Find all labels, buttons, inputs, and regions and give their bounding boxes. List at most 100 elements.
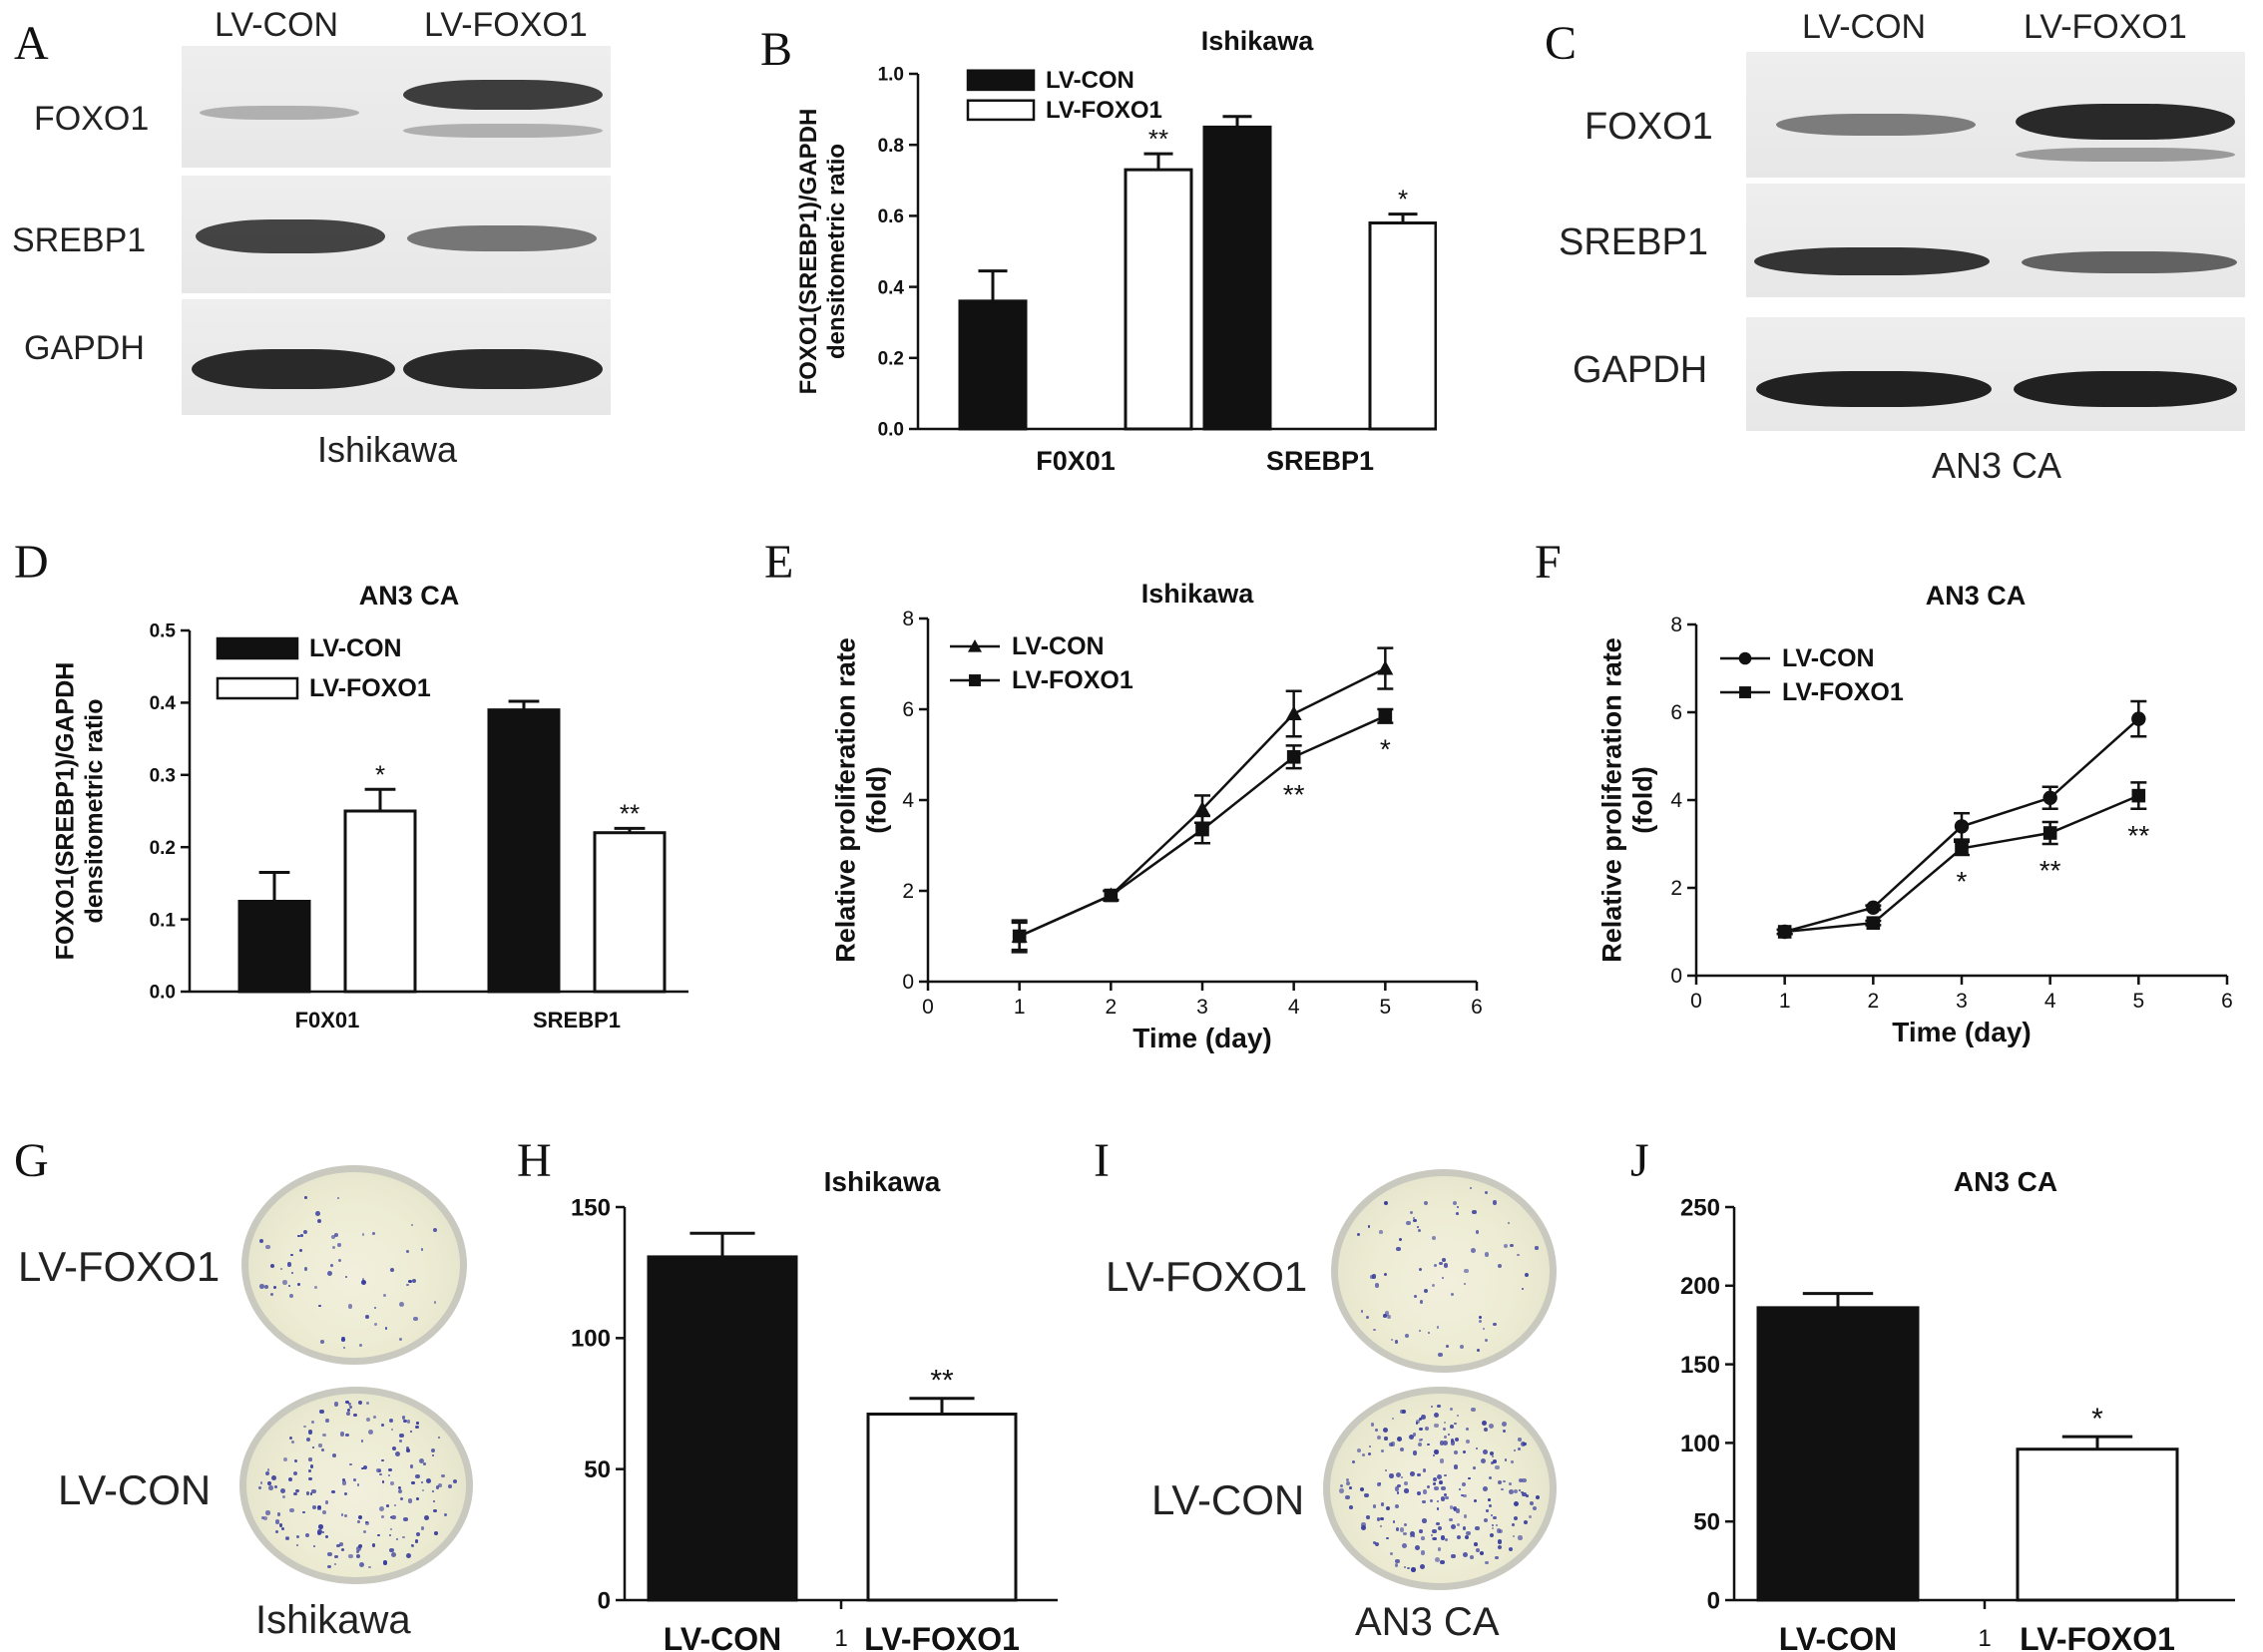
colony-dot — [1410, 1470, 1415, 1476]
bar-lv-con — [237, 900, 311, 994]
colony-dot — [304, 1196, 307, 1199]
y-tick-label: 100 — [571, 1326, 611, 1353]
colony-dot — [1437, 1526, 1442, 1531]
colony-dot — [389, 1268, 394, 1273]
colony-dot — [414, 1539, 419, 1543]
colony-dot — [294, 1458, 298, 1462]
colony-dot — [1446, 1345, 1449, 1348]
colony-dot — [1498, 1480, 1503, 1484]
colony-dot — [1469, 1554, 1474, 1559]
colony-dot — [1441, 1276, 1445, 1279]
colony-dot — [388, 1467, 393, 1472]
colony-dot — [326, 1271, 332, 1277]
y-tick-label: 4 — [1670, 789, 1682, 812]
colony-dot — [1403, 1531, 1407, 1536]
colony-dot — [325, 1535, 329, 1539]
colony-dot — [1416, 1225, 1419, 1229]
y-tick-label: 2 — [1670, 877, 1682, 900]
colony-dot — [406, 1553, 412, 1559]
colony-dot — [1420, 1550, 1425, 1555]
colony-dot — [391, 1552, 396, 1558]
colony-dot — [1518, 1438, 1522, 1442]
colony-dot — [340, 1337, 346, 1342]
colony-dot — [389, 1418, 394, 1423]
colony-dot — [1375, 1283, 1380, 1288]
colony-dot — [409, 1430, 413, 1434]
y-tick-label: 0.4 — [150, 693, 177, 714]
colony-dot — [421, 1526, 425, 1530]
colony-dot — [1452, 1505, 1457, 1511]
significance-marker: * — [1957, 866, 1968, 897]
colony-dot — [432, 1489, 435, 1492]
colony-dot — [356, 1549, 360, 1553]
colony-dot — [389, 1516, 392, 1519]
x-tick-label: 4 — [2044, 990, 2056, 1013]
colony-dot — [390, 1480, 395, 1485]
colony-dot — [1339, 1488, 1344, 1494]
colony-dot — [1456, 1534, 1461, 1540]
colony-dot — [1386, 1314, 1392, 1320]
colony-dot — [1456, 1414, 1459, 1418]
colony-dot — [1418, 1330, 1422, 1333]
colony-dot — [421, 1480, 424, 1484]
x-tick-label: 0 — [1690, 990, 1702, 1013]
colony-dot — [1456, 1523, 1460, 1527]
colony-dot — [345, 1411, 350, 1416]
colony-dot — [1535, 1246, 1539, 1250]
colony-dot — [418, 1458, 424, 1464]
colony-dot — [261, 1516, 264, 1519]
colony-dot — [1404, 1488, 1409, 1493]
colony-dot — [268, 1485, 274, 1490]
colony-dot — [1526, 1493, 1529, 1497]
colony-dot — [1477, 1348, 1481, 1352]
colony-dot — [1395, 1527, 1400, 1531]
significance-marker: * — [1398, 185, 1408, 214]
colony-dot — [382, 1293, 386, 1298]
bar-lv-con — [958, 299, 1028, 431]
marker-square — [1286, 749, 1301, 764]
colony-dot — [438, 1436, 441, 1439]
dish-label-lv-foxo1: LV-FOXO1 — [1106, 1253, 1308, 1300]
colony-dot — [1449, 1407, 1454, 1412]
colony-dot — [1410, 1530, 1415, 1536]
colony-dot — [272, 1285, 276, 1289]
colony-dot — [1476, 1446, 1479, 1449]
colony-dot — [1419, 1438, 1423, 1442]
colony-dot — [1501, 1488, 1504, 1491]
colony-dot — [362, 1529, 366, 1533]
colony-dot — [358, 1562, 364, 1568]
colony-dot — [1413, 1294, 1418, 1298]
colony-dot — [411, 1481, 415, 1485]
colony-dot — [1450, 1553, 1456, 1559]
dish-label-lv-con: LV-CON — [58, 1466, 212, 1513]
significance-marker: ** — [2039, 855, 2061, 886]
colony-dot — [433, 1301, 437, 1304]
colony-dot — [293, 1491, 297, 1496]
colony-dot — [1402, 1542, 1408, 1548]
colony-dot — [333, 1562, 336, 1565]
colony-dot — [430, 1447, 435, 1452]
colony-dot — [416, 1422, 420, 1426]
colony-dot — [1492, 1527, 1495, 1530]
colony-dot — [1367, 1451, 1372, 1456]
colony-dot — [1444, 1263, 1449, 1268]
colony-dot — [395, 1538, 399, 1541]
bar-lv-foxo1 — [1124, 168, 1193, 431]
colony-dot — [289, 1507, 294, 1513]
colony-dot — [1528, 1514, 1532, 1518]
colony-dot — [1483, 1517, 1488, 1522]
legend-swatch — [966, 99, 1036, 122]
colony-dot — [399, 1433, 404, 1438]
colony-dot — [398, 1301, 404, 1307]
colony-dot — [1407, 1566, 1411, 1570]
colony-dot — [1356, 1232, 1361, 1237]
colony-dot — [1513, 1448, 1517, 1451]
colony-dot — [435, 1484, 440, 1489]
colony-dot — [1475, 1230, 1480, 1234]
chart-title: AN3 CA — [1954, 1166, 2057, 1197]
band — [403, 124, 603, 138]
colony-dot — [338, 1259, 342, 1263]
colony-dot — [347, 1304, 352, 1309]
colony-dot — [1489, 1476, 1493, 1480]
colony-dot — [1410, 1534, 1413, 1538]
